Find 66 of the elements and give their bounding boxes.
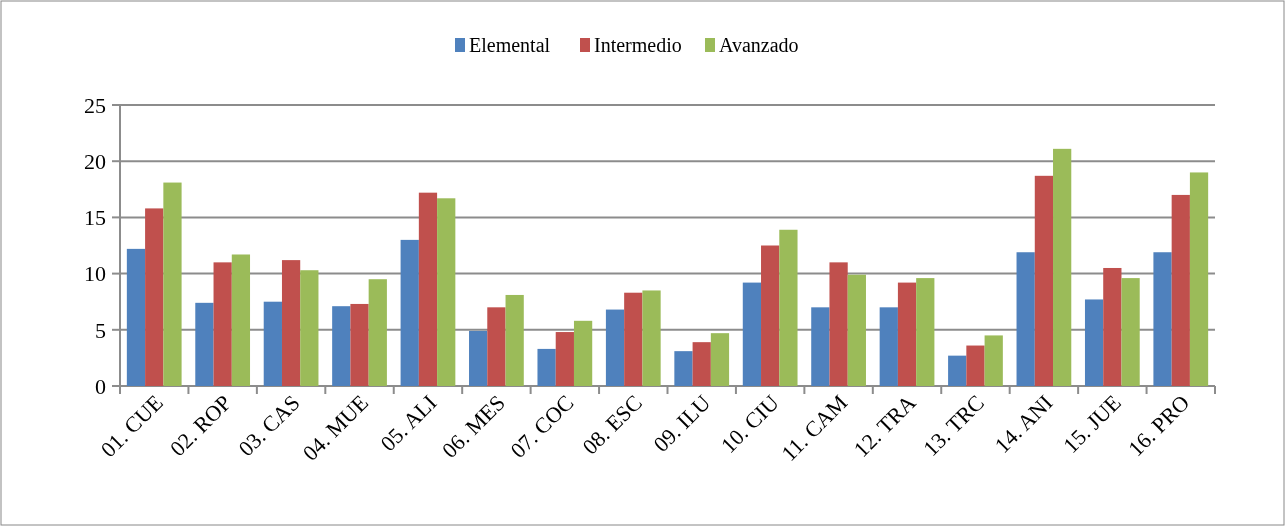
bar bbox=[984, 335, 1003, 386]
bar bbox=[761, 245, 780, 386]
bar bbox=[811, 307, 830, 386]
bar bbox=[605, 309, 625, 386]
bar bbox=[966, 345, 985, 386]
bar bbox=[195, 302, 214, 386]
y-tick-label: 25 bbox=[84, 92, 106, 118]
y-tick-label: 20 bbox=[84, 148, 106, 174]
bar bbox=[437, 198, 456, 386]
bar bbox=[779, 229, 798, 386]
bar bbox=[948, 355, 967, 386]
bar bbox=[487, 307, 506, 386]
x-tick-label: 10. CIU bbox=[715, 389, 784, 458]
bar bbox=[692, 342, 711, 386]
bar bbox=[555, 332, 574, 386]
bar bbox=[281, 260, 301, 386]
bar bbox=[1121, 278, 1140, 386]
legend-label: Intermedio bbox=[594, 34, 682, 56]
bar bbox=[350, 303, 369, 386]
bar bbox=[847, 274, 866, 386]
bar bbox=[1053, 148, 1072, 386]
bar bbox=[879, 307, 898, 386]
bar bbox=[368, 279, 387, 386]
bar bbox=[163, 182, 182, 386]
bar bbox=[1084, 299, 1104, 386]
bar bbox=[400, 239, 419, 386]
bar bbox=[537, 348, 556, 386]
bar bbox=[1103, 267, 1122, 386]
bar bbox=[1016, 252, 1035, 386]
bar bbox=[1171, 194, 1190, 386]
x-tick-label: 15. JUE bbox=[1058, 389, 1126, 458]
x-tick-label: 05. ALI bbox=[375, 389, 442, 456]
x-tick-label: 03. CAS bbox=[233, 389, 305, 462]
bar bbox=[332, 306, 351, 386]
x-tick-label: 13. TRC bbox=[918, 389, 989, 461]
y-tick-label: 5 bbox=[95, 317, 106, 343]
y-tick-label: 0 bbox=[95, 373, 106, 399]
bar bbox=[1034, 175, 1054, 386]
x-tick-label: 16. PRO bbox=[1123, 389, 1195, 462]
x-tick-label: 12. TRA bbox=[848, 389, 921, 462]
bar bbox=[573, 320, 593, 386]
bar bbox=[674, 351, 693, 386]
x-tick-label: 09. ILU bbox=[648, 389, 716, 457]
y-tick-label: 10 bbox=[84, 261, 106, 287]
legend-label: Elemental bbox=[469, 34, 551, 56]
bar bbox=[1153, 252, 1172, 386]
legend-label: Avanzado bbox=[719, 34, 799, 56]
bar bbox=[1189, 172, 1209, 386]
bar bbox=[231, 254, 251, 386]
bar bbox=[145, 208, 164, 386]
bar bbox=[469, 330, 488, 386]
bar bbox=[505, 294, 524, 386]
bar bbox=[624, 292, 643, 386]
bar bbox=[263, 301, 282, 386]
y-tick-label: 15 bbox=[84, 205, 106, 231]
bar bbox=[642, 290, 661, 386]
bar bbox=[126, 248, 146, 386]
bar bbox=[829, 262, 848, 386]
bar bbox=[710, 333, 730, 386]
bar bbox=[418, 192, 438, 386]
bar bbox=[897, 282, 917, 386]
x-tick-label: 08. ESC bbox=[577, 389, 647, 460]
bar bbox=[742, 282, 762, 386]
bar bbox=[300, 270, 319, 386]
bar bbox=[916, 278, 935, 386]
bar bbox=[213, 262, 232, 386]
